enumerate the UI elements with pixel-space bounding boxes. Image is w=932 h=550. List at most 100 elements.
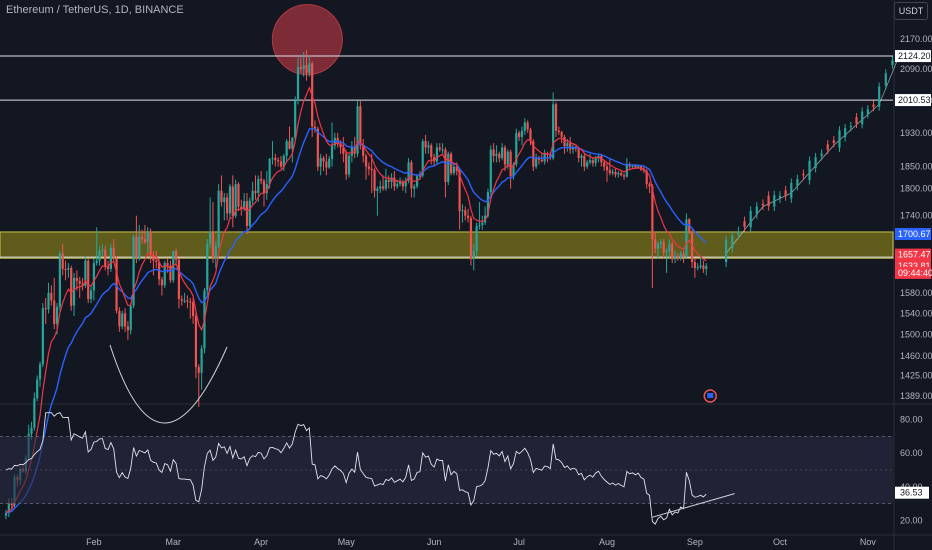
candle-body <box>231 186 234 216</box>
candle-body <box>430 145 433 158</box>
candle-body <box>654 239 657 249</box>
candle-body <box>594 158 597 164</box>
candle-body <box>552 104 555 159</box>
candle-body <box>523 122 526 131</box>
candle-body <box>444 149 447 182</box>
candle-body <box>656 243 660 249</box>
candle-body <box>693 262 697 268</box>
candle-body <box>577 148 580 159</box>
price-tick-label: 1850.00 <box>900 162 932 172</box>
candle-body <box>44 308 47 310</box>
candle-body <box>237 184 240 207</box>
candle-body <box>622 175 626 177</box>
candle-body <box>30 427 33 434</box>
candle-body <box>33 398 36 428</box>
candle-body <box>305 65 308 73</box>
candle-body <box>668 243 671 251</box>
candle-body <box>665 250 668 253</box>
price-tick-label: 1800.00 <box>900 184 932 194</box>
candle-body <box>569 143 572 150</box>
candle-body <box>390 177 393 182</box>
price-tick-label: 1500.00 <box>900 329 932 339</box>
candle-body <box>557 130 560 132</box>
projected-candle-body <box>743 221 746 227</box>
candle-body <box>194 316 198 368</box>
candle-body <box>87 260 90 299</box>
rsi-tick-label: 80.00 <box>900 414 923 424</box>
candle-body <box>339 143 342 148</box>
projected-candle-body <box>820 153 823 157</box>
candle-body <box>520 130 524 137</box>
candle-body <box>671 243 674 259</box>
candle-body <box>586 162 589 167</box>
level-price-label: 2124.20 <box>898 51 931 61</box>
rounded-bottom-arc <box>109 344 228 424</box>
candle-body <box>58 253 61 307</box>
candle-body <box>78 280 81 284</box>
candle-body <box>186 300 189 302</box>
candle-body <box>228 186 232 214</box>
candle-body <box>679 253 682 259</box>
candle-body <box>169 265 172 281</box>
candle-body <box>571 147 575 150</box>
candle-body <box>155 260 158 263</box>
candle-body <box>211 231 215 259</box>
price-tick-label: 1460.00 <box>900 351 932 361</box>
candle-body <box>447 153 450 182</box>
time-tick-label: May <box>338 537 356 547</box>
candle-body <box>192 302 195 317</box>
candle-body <box>605 166 609 171</box>
candle-body <box>291 137 294 149</box>
candle-body <box>132 236 135 306</box>
candle-body <box>53 300 56 324</box>
candle-body <box>257 178 260 194</box>
projected-candle-body <box>731 235 734 249</box>
candle-body <box>563 136 566 147</box>
candle-body <box>115 258 118 311</box>
candle-body <box>379 186 382 189</box>
candle-body <box>401 181 404 187</box>
candle-body <box>112 247 115 259</box>
candle-body <box>109 247 112 269</box>
candle-body <box>313 126 317 129</box>
projected-candle-body <box>778 195 782 199</box>
time-axis: Feb Mar Apr May Jun Jul Aug Sep Oct Nov <box>86 537 876 547</box>
candle-body <box>537 158 541 160</box>
candle-body <box>642 169 645 171</box>
candle-body <box>475 225 478 251</box>
price-badge-label: 09:44:40 <box>898 268 932 278</box>
price-badge <box>895 248 931 261</box>
candle-body <box>279 161 283 167</box>
candle-body <box>319 158 322 167</box>
time-tick-label: Feb <box>86 537 102 547</box>
candle-body <box>234 184 237 216</box>
candle-body <box>206 243 209 291</box>
candle-body <box>7 503 10 514</box>
candle-body <box>248 200 251 226</box>
candle-body <box>245 201 249 226</box>
projected-candle-body <box>855 117 858 124</box>
candle-body <box>628 164 631 167</box>
candle-body <box>370 168 373 171</box>
candle-body <box>492 149 495 156</box>
candle-body <box>126 326 130 331</box>
projected-candle-body <box>878 86 881 107</box>
price-badge-label: 1700.67 <box>898 229 931 239</box>
candle-body <box>121 313 124 327</box>
candle-body <box>183 300 186 302</box>
candle-body <box>89 290 93 299</box>
candle-body <box>271 158 274 160</box>
candle-body <box>123 313 127 327</box>
projected-candle-body <box>796 179 799 187</box>
candle-body <box>322 158 325 162</box>
candle-body <box>673 255 677 259</box>
candle-body <box>432 157 436 162</box>
time-tick-label: Sep <box>687 537 703 547</box>
projection-group <box>724 55 900 267</box>
candle-body <box>702 265 705 269</box>
candle-body <box>72 277 76 306</box>
candle-body <box>61 253 64 269</box>
rsi-tick-label: 20.00 <box>900 516 923 526</box>
